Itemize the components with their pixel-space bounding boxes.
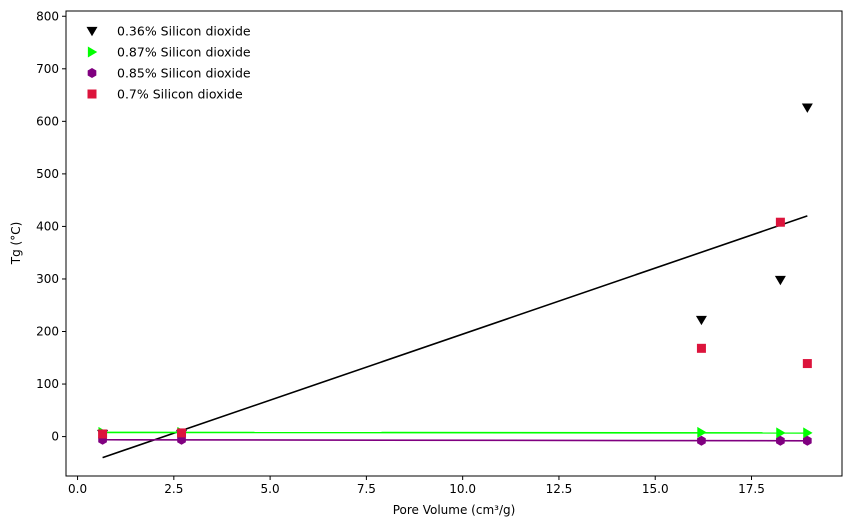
data-point [803, 427, 813, 439]
x-axis-label: Pore Volume (cm³/g) [393, 503, 516, 517]
x-tick-label: 7.5 [357, 482, 376, 496]
x-tick-label: 5.0 [261, 482, 280, 496]
y-tick-label: 200 [36, 325, 59, 339]
y-tick-label: 100 [36, 377, 59, 391]
data-point [801, 103, 813, 113]
y-tick-label: 400 [36, 219, 59, 233]
plot-area [65, 10, 843, 477]
legend-label: 0.36% Silicon dioxide [117, 24, 251, 39]
data-point [697, 435, 706, 446]
legend-label: 0.85% Silicon dioxide [117, 66, 251, 81]
x-axis-ticks: 0.0 2.5 5.0 7.5 10.0 12.5 15.0 17.5 [68, 476, 765, 496]
x-tick-label: 2.5 [164, 482, 183, 496]
x-tick-label: 17.5 [738, 482, 765, 496]
y-tick-label: 800 [36, 9, 59, 23]
legend-label: 0.7% Silicon dioxide [117, 87, 243, 102]
fit-lines [102, 215, 808, 459]
y-tick-label: 500 [36, 167, 59, 181]
data-point [776, 427, 786, 439]
legend-marker [87, 89, 97, 99]
data-point [775, 217, 785, 227]
data-point [774, 275, 786, 286]
legend-marker [87, 68, 97, 78]
legend-label: 0.87% Silicon dioxide [117, 45, 251, 60]
legend: 0.36% Silicon dioxide 0.87% Silicon dioxi… [86, 24, 251, 102]
x-tick-label: 10.0 [449, 482, 476, 496]
fit-line [102, 215, 808, 459]
y-tick-label: 600 [36, 114, 59, 128]
data-point [803, 435, 812, 446]
x-tick-label: 0.0 [68, 482, 87, 496]
x-tick-label: 12.5 [546, 482, 573, 496]
data-point [696, 343, 706, 353]
data-point [776, 435, 785, 446]
y-tick-label: 300 [36, 272, 59, 286]
data-point [177, 428, 187, 438]
data-point [695, 315, 707, 326]
data-point [697, 426, 707, 438]
legend-marker [86, 26, 98, 37]
data-point [98, 429, 108, 439]
data-point [802, 359, 812, 369]
x-tick-label: 15.0 [642, 482, 669, 496]
legend-marker [87, 46, 98, 58]
y-axis-ticks: 0 100 200 300 400 500 600 700 800 [36, 9, 66, 444]
y-axis-label: Tg (°C) [9, 222, 23, 266]
fit-line [102, 438, 808, 442]
y-tick-label: 0 [51, 430, 59, 444]
y-tick-label: 700 [36, 62, 59, 76]
fit-line [102, 431, 808, 434]
data-points [97, 103, 813, 446]
